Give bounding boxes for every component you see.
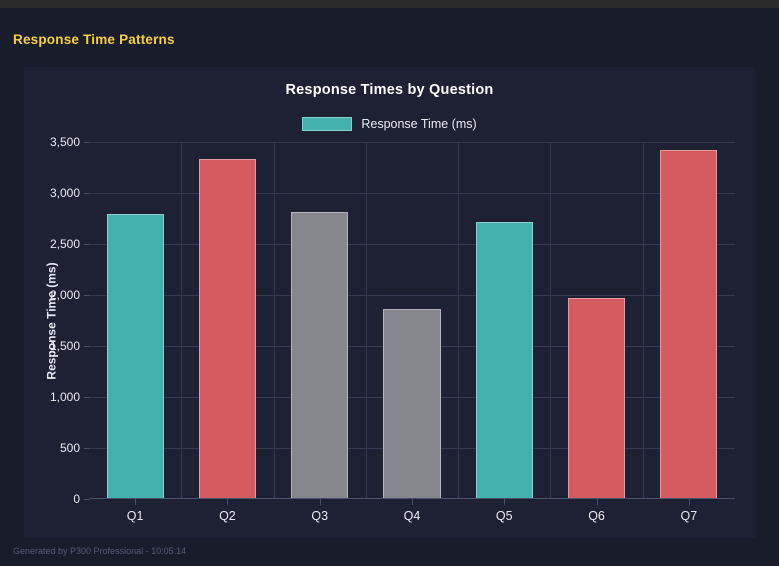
x-axis-line (89, 498, 735, 499)
bar-slot: Q2 (181, 142, 273, 523)
x-tick-label-q2: Q2 (219, 509, 236, 523)
y-tick-label: 1,500 (49, 339, 80, 353)
y-tick-label: 500 (59, 441, 80, 455)
x-tick-mark (227, 499, 229, 505)
bar-q6[interactable] (567, 298, 626, 499)
x-tick-label-q1: Q1 (126, 509, 144, 523)
y-tick-mark (84, 448, 89, 449)
legend-swatch-response-time (302, 117, 353, 131)
x-tick-mark (504, 499, 506, 505)
gridline-vertical (550, 142, 552, 499)
y-tick-mark (84, 346, 89, 347)
y-tick-mark (84, 397, 89, 398)
bar-slot: Q5 (458, 142, 550, 523)
x-tick-label-q4: Q4 (403, 509, 421, 523)
gridline-vertical (181, 142, 183, 499)
bar-q3[interactable] (291, 212, 349, 499)
x-tick-mark (688, 499, 690, 505)
gridline-vertical (365, 142, 367, 499)
gridline-horizontal (89, 295, 735, 296)
x-tick-label-q6: Q6 (588, 509, 605, 523)
x-tick-label-q5: Q5 (495, 509, 513, 523)
x-tick-label-q3: Q3 (311, 509, 329, 523)
x-tick-label-q7: Q7 (680, 509, 698, 523)
gridline-vertical (273, 142, 275, 499)
y-tick-label: 1,000 (49, 390, 80, 404)
gridline-horizontal (89, 244, 735, 245)
bar-slot: Q4 (366, 142, 458, 523)
page-title: Response Time Patterns (13, 32, 175, 47)
bar-q1[interactable] (106, 214, 164, 499)
x-tick-mark (135, 499, 137, 505)
y-tick-label: 2,000 (49, 288, 80, 302)
y-tick-label: 3,000 (49, 186, 80, 200)
plot-area: 0 500 1,000 1,500 2,000 2,500 3,000 3,500 Q1 Q2 Q… (50, 135, 735, 523)
bar-q2[interactable] (198, 159, 257, 499)
y-tick-mark (84, 295, 89, 296)
y-axis-title-text: Response Time (ms) (45, 261, 59, 380)
footer-generated-by: Generated by P300 Professional - 10:05:1… (13, 546, 187, 556)
y-tick-label: 2,500 (49, 237, 80, 251)
bar-q4[interactable] (383, 309, 441, 499)
x-tick-mark (319, 499, 321, 505)
gridline-horizontal (89, 142, 735, 143)
bar-slot: Q1 (89, 142, 181, 523)
bar-slot: Q7 (643, 142, 735, 523)
y-tick-mark (84, 193, 89, 194)
y-tick-label: 3,500 (49, 135, 80, 149)
bar-q5[interactable] (475, 221, 533, 499)
bar-q7[interactable] (660, 150, 718, 499)
y-tick-mark (84, 244, 89, 245)
bar-series-response-time: Q1 Q2 Q3 Q4 Q5 Q6 Q7 (89, 142, 735, 523)
x-tick-mark (596, 499, 598, 505)
gridline-vertical (642, 142, 644, 499)
chart-panel: Response Times by Question Response Time… (24, 67, 755, 538)
bar-slot: Q3 (274, 142, 366, 523)
window-top-bar (0, 0, 779, 8)
chart-legend[interactable]: Response Time (ms) (24, 117, 755, 131)
y-tick-label: 0 (73, 492, 80, 506)
y-tick-mark (84, 142, 89, 143)
y-tick-mark (84, 499, 89, 500)
gridline-vertical (458, 142, 460, 499)
bar-slot: Q6 (550, 142, 642, 523)
legend-label-response-time: Response Time (ms) (361, 117, 477, 131)
x-tick-mark (411, 499, 413, 505)
chart-title: Response Times by Question (285, 82, 494, 98)
gridline-horizontal (89, 193, 735, 194)
